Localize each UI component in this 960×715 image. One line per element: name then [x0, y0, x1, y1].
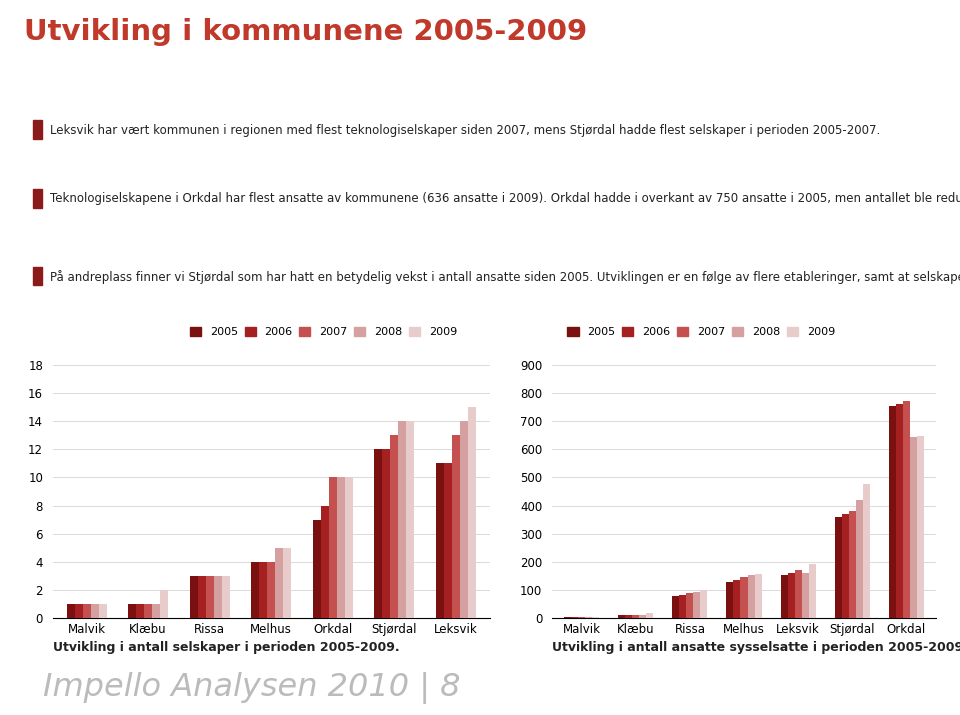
Bar: [834, 517, 842, 618]
Bar: [701, 591, 708, 618]
Bar: [328, 478, 337, 618]
Bar: [795, 570, 802, 618]
Bar: [855, 500, 863, 618]
Bar: [374, 449, 382, 618]
Bar: [592, 617, 599, 618]
Text: Impello Analysen 2010 | 8: Impello Analysen 2010 | 8: [43, 672, 461, 704]
Bar: [849, 511, 855, 618]
Bar: [34, 120, 42, 139]
Bar: [444, 463, 452, 618]
Bar: [75, 604, 83, 618]
Bar: [733, 580, 740, 618]
Bar: [646, 613, 654, 618]
Text: Kommentarer: Kommentarer: [52, 82, 159, 96]
Bar: [740, 577, 748, 618]
Bar: [34, 267, 42, 285]
Legend: 2005, 2006, 2007, 2008, 2009: 2005, 2006, 2007, 2008, 2009: [187, 325, 460, 340]
Bar: [748, 576, 755, 618]
Text: Utvikling i antall selskaper i perioden 2005-2009.: Utvikling i antall selskaper i perioden …: [53, 641, 399, 654]
Bar: [902, 401, 910, 618]
Text: Leksvik har vært kommunen i regionen med flest teknologiselskaper siden 2007, me: Leksvik har vært kommunen i regionen med…: [50, 124, 880, 137]
Bar: [808, 564, 816, 618]
Bar: [267, 562, 276, 618]
Bar: [842, 513, 849, 618]
Bar: [136, 604, 144, 618]
Bar: [90, 604, 99, 618]
Bar: [345, 478, 352, 618]
Bar: [889, 405, 896, 618]
Bar: [436, 463, 444, 618]
Bar: [460, 421, 468, 618]
Bar: [32, 79, 43, 98]
Bar: [129, 604, 136, 618]
Bar: [283, 548, 291, 618]
Bar: [337, 478, 345, 618]
Bar: [66, 604, 75, 618]
Bar: [586, 617, 592, 618]
Bar: [398, 421, 406, 618]
Bar: [633, 615, 639, 618]
Bar: [780, 575, 787, 618]
Bar: [693, 592, 701, 618]
Bar: [160, 591, 168, 618]
Bar: [144, 604, 152, 618]
Bar: [276, 548, 283, 618]
Bar: [802, 573, 808, 618]
Bar: [755, 574, 761, 618]
Bar: [686, 593, 693, 618]
Bar: [468, 407, 476, 618]
Bar: [222, 576, 229, 618]
Bar: [639, 615, 646, 618]
Bar: [99, 604, 107, 618]
Bar: [787, 573, 795, 618]
Bar: [564, 617, 571, 618]
Bar: [214, 576, 222, 618]
Bar: [727, 582, 733, 618]
Text: Utvikling i kommunene 2005-2009: Utvikling i kommunene 2005-2009: [24, 18, 588, 46]
Bar: [321, 506, 328, 618]
Text: På andreplass finner vi Stjørdal som har hatt en betydelig vekst i antall ansatt: På andreplass finner vi Stjørdal som har…: [50, 270, 960, 284]
Text: Utvikling i antall ansatte sysselsatte i perioden 2005-2009.: Utvikling i antall ansatte sysselsatte i…: [552, 641, 960, 654]
Bar: [680, 594, 686, 618]
Bar: [578, 617, 586, 618]
Bar: [672, 596, 680, 618]
Bar: [917, 435, 924, 618]
Bar: [391, 435, 398, 618]
Bar: [625, 615, 633, 618]
Bar: [382, 449, 391, 618]
Bar: [618, 615, 625, 618]
Bar: [190, 576, 198, 618]
Text: Teknologiselskapene i Orkdal har flest ansatte av kommunene (636 ansatte i 2009): Teknologiselskapene i Orkdal har flest a…: [50, 192, 960, 205]
Legend: 2005, 2006, 2007, 2008, 2009: 2005, 2006, 2007, 2008, 2009: [565, 325, 837, 340]
Bar: [34, 189, 42, 208]
Bar: [252, 562, 259, 618]
Bar: [863, 483, 870, 618]
Bar: [83, 604, 90, 618]
Bar: [259, 562, 267, 618]
Bar: [910, 437, 917, 618]
Bar: [571, 617, 578, 618]
Bar: [452, 435, 460, 618]
Bar: [313, 520, 321, 618]
Bar: [896, 404, 902, 618]
Bar: [152, 604, 160, 618]
Bar: [205, 576, 214, 618]
Bar: [198, 576, 205, 618]
Bar: [406, 421, 414, 618]
